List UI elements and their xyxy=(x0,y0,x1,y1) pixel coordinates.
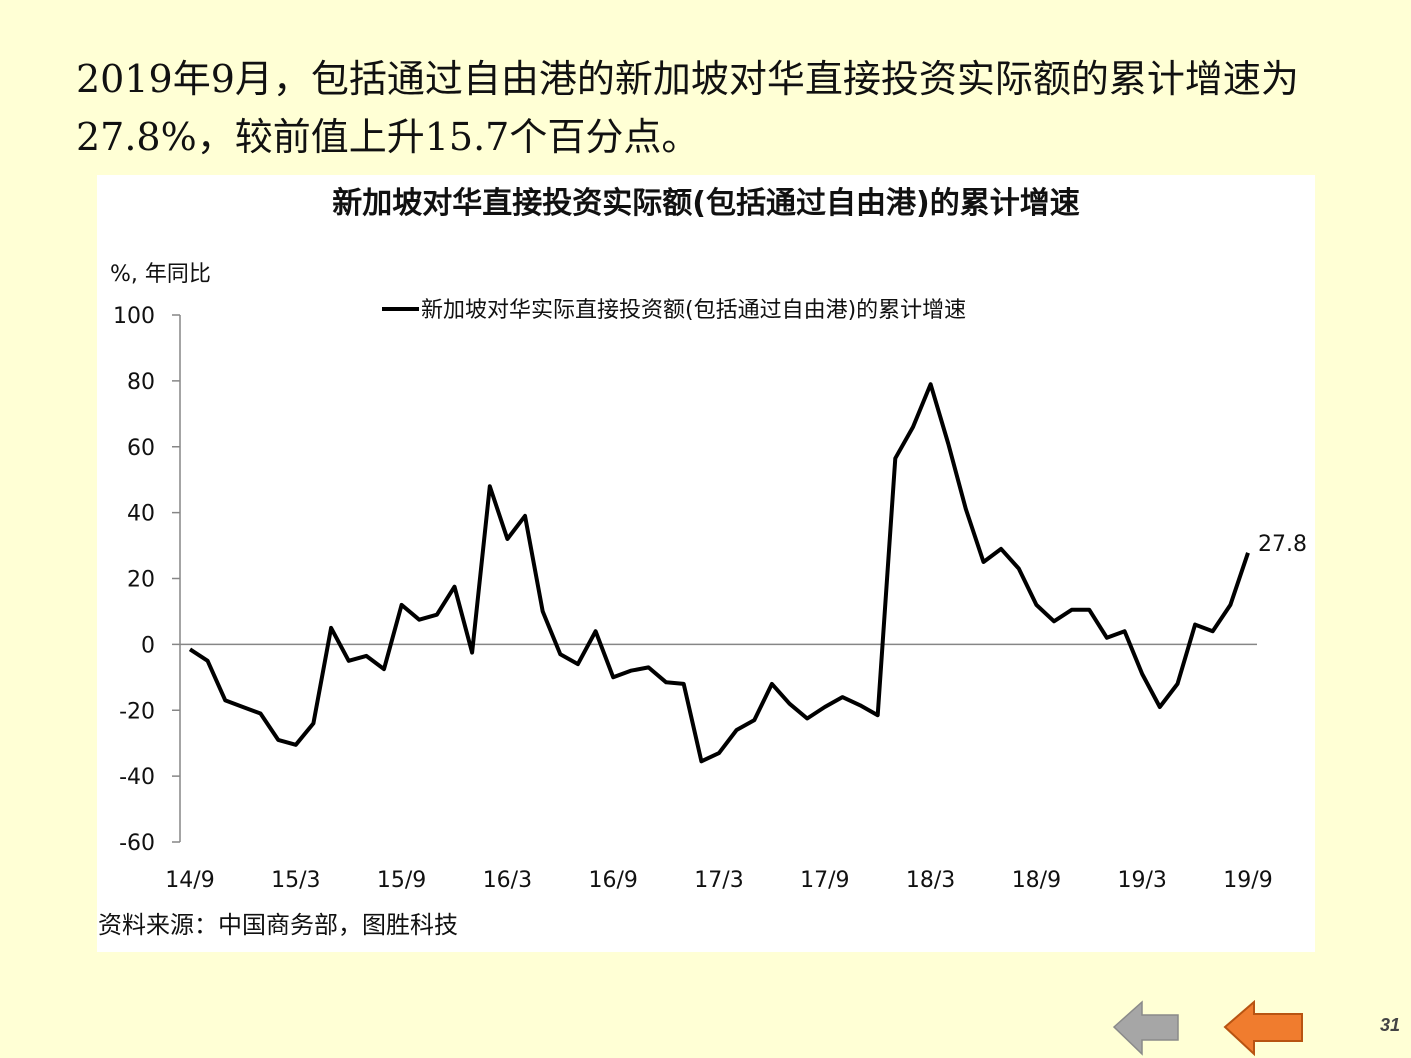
series-line xyxy=(188,382,1250,764)
y-tick-label: -60 xyxy=(119,831,155,856)
prev-page-button[interactable] xyxy=(1112,1000,1182,1058)
y-tick-label: 100 xyxy=(113,304,155,329)
x-tick-label: 16/9 xyxy=(588,868,637,893)
x-tick-label: 19/3 xyxy=(1117,868,1166,893)
x-tick-label: 17/3 xyxy=(694,868,743,893)
headline-line-2: 27.8%，较前值上升15.7个百分点。 xyxy=(76,115,700,159)
y-tick-label: -20 xyxy=(119,699,155,724)
x-tick-label: 15/9 xyxy=(377,868,426,893)
y-tick-label: 80 xyxy=(127,370,155,395)
headline-line-1: 2019年9月，包括通过自由港的新加坡对华直接投资实际额的累计增速为 xyxy=(76,57,1299,101)
x-tick-label: 19/9 xyxy=(1223,868,1272,893)
y-tick-label: 40 xyxy=(127,502,155,527)
last-value-label: 27.8 xyxy=(1258,532,1307,557)
left-arrow-orange-icon xyxy=(1223,1000,1303,1057)
legend-label: 新加坡对华实际直接投资额(包括通过自由港)的累计增速 xyxy=(421,298,966,323)
y-tick-label: -40 xyxy=(119,765,155,790)
y-axis-unit-label: %, 年同比 xyxy=(110,262,211,287)
y-tick-label: 60 xyxy=(127,436,155,461)
x-tick-label: 18/3 xyxy=(906,868,955,893)
y-tick-label: 0 xyxy=(141,633,155,658)
y-axis: 100 80 60 40 20 0 -20 -40 -60 xyxy=(113,304,181,856)
source-note: 资料来源：中国商务部，图胜科技 xyxy=(98,911,458,939)
headline: 2019年9月，包括通过自由港的新加坡对华直接投资实际额的累计增速为 27.8%… xyxy=(76,50,1376,166)
x-tick-label: 18/9 xyxy=(1012,868,1061,893)
page-number: 31 xyxy=(1379,1015,1400,1035)
x-tick-label: 17/9 xyxy=(800,868,849,893)
legend: 新加坡对华实际直接投资额(包括通过自由港)的累计增速 xyxy=(382,298,966,323)
next-page-button[interactable] xyxy=(1222,1000,1306,1058)
x-tick-label: 15/3 xyxy=(271,868,320,893)
y-tick-label: 20 xyxy=(127,568,155,593)
line-chart: 新加坡对华直接投资实际额(包括通过自由港)的累计增速 %, 年同比 新加坡对华实… xyxy=(98,186,1307,939)
x-tick-label: 14/9 xyxy=(165,868,214,893)
chart-panel: 新加坡对华直接投资实际额(包括通过自由港)的累计增速 %, 年同比 新加坡对华实… xyxy=(97,175,1315,952)
left-arrow-gray-icon xyxy=(1112,1000,1179,1056)
series-group: 27.8 xyxy=(188,382,1307,764)
chart-title: 新加坡对华直接投资实际额(包括通过自由港)的累计增速 xyxy=(332,186,1079,221)
x-tick-label: 16/3 xyxy=(483,868,532,893)
x-axis: 14/9 15/3 15/9 16/3 16/9 17/3 17/9 18/3 18/9 19/3… xyxy=(165,643,1273,893)
